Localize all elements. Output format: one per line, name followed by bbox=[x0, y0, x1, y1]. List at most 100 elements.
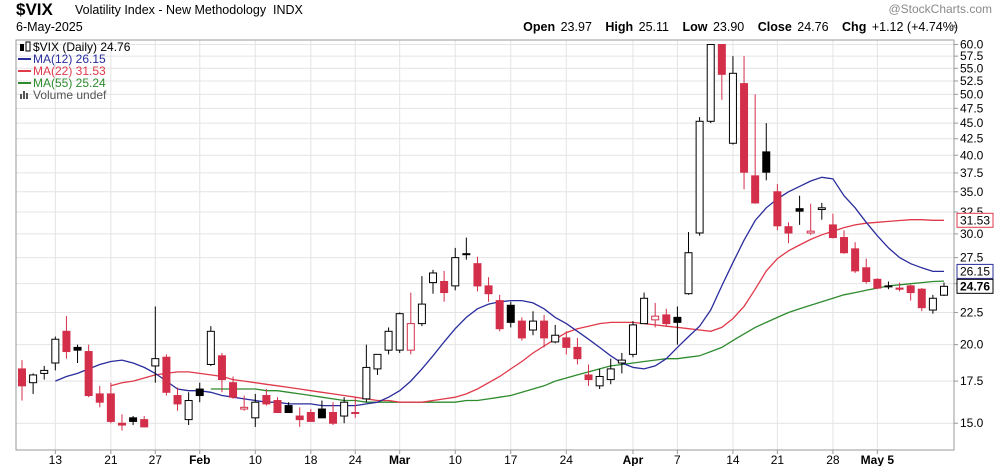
exchange-label: INDX bbox=[273, 3, 303, 17]
y-axis: 15.017.520.022.525.027.530.032.535.037.5… bbox=[954, 38, 984, 430]
chart-header: $VIX Volatility Index - New Methodology … bbox=[0, 0, 1004, 40]
candle bbox=[195, 382, 204, 403]
close-icon[interactable]: ✕ bbox=[949, 22, 959, 33]
candle bbox=[362, 344, 371, 403]
candle bbox=[684, 232, 693, 295]
candle-body bbox=[140, 419, 149, 428]
candle-body bbox=[762, 151, 771, 173]
low-label: Low bbox=[682, 20, 708, 34]
x-tick-label: 27 bbox=[149, 453, 163, 466]
x-tick-label: 24 bbox=[560, 453, 574, 466]
candle-body bbox=[384, 330, 393, 351]
candle-body bbox=[462, 253, 471, 256]
ma22-line bbox=[110, 219, 944, 403]
candle-body bbox=[728, 72, 737, 144]
candle-body bbox=[451, 257, 460, 287]
candle-body bbox=[406, 323, 415, 351]
candle-body bbox=[784, 226, 793, 234]
candle-body bbox=[29, 374, 38, 384]
candle-body bbox=[495, 300, 504, 330]
candle bbox=[928, 294, 937, 314]
candle-body bbox=[840, 237, 849, 254]
candle bbox=[117, 414, 126, 431]
x-tick-label: 14 bbox=[726, 453, 740, 466]
y-tick-label: 37.5 bbox=[960, 166, 984, 180]
candle bbox=[606, 358, 615, 385]
legend-label: $VIX (Daily) 24.76 bbox=[33, 40, 131, 54]
x-tick-label: 21 bbox=[104, 453, 118, 466]
candle bbox=[351, 397, 360, 418]
candle bbox=[806, 203, 815, 235]
candle-body bbox=[284, 405, 293, 414]
candle bbox=[828, 213, 837, 239]
candle bbox=[229, 376, 238, 399]
candle bbox=[306, 409, 315, 422]
candle-body bbox=[751, 175, 760, 204]
candle-body bbox=[684, 252, 693, 295]
legend-label: Volume undef bbox=[33, 88, 107, 102]
candle bbox=[484, 277, 493, 302]
candle bbox=[562, 331, 571, 355]
candle bbox=[751, 94, 760, 204]
ma55-series bbox=[210, 280, 945, 403]
ticker-symbol: $VIX bbox=[16, 0, 53, 19]
plot-frame bbox=[15, 39, 955, 451]
candle-body bbox=[51, 338, 60, 364]
candle-body bbox=[673, 316, 682, 323]
candle-body bbox=[817, 207, 826, 210]
y-tick-label: 50.0 bbox=[960, 87, 984, 101]
volume-bars-icon-part bbox=[23, 91, 25, 99]
candle bbox=[728, 56, 737, 145]
candle-body bbox=[706, 44, 715, 122]
candle-body bbox=[528, 320, 537, 331]
candle bbox=[551, 324, 560, 344]
watermark: @StockCharts.com bbox=[888, 2, 992, 16]
candle-body bbox=[517, 320, 526, 339]
candle-body bbox=[540, 320, 549, 339]
candle-body bbox=[417, 303, 426, 325]
y-tick-label: 22.5 bbox=[960, 305, 984, 319]
candle-body bbox=[440, 281, 449, 294]
candle bbox=[495, 294, 504, 332]
x-tick-label: Feb bbox=[189, 453, 210, 466]
candle bbox=[129, 416, 138, 426]
candle bbox=[284, 402, 293, 414]
candle bbox=[706, 44, 715, 124]
ma22-series bbox=[110, 219, 944, 403]
candle bbox=[62, 316, 71, 359]
candle bbox=[862, 258, 871, 284]
candle bbox=[673, 306, 682, 345]
candle-body bbox=[828, 224, 837, 239]
candle-body bbox=[928, 297, 937, 311]
candle bbox=[640, 292, 649, 325]
candle bbox=[884, 281, 893, 290]
y-tick-label: 60.0 bbox=[960, 38, 984, 52]
y-tick-label: 35.0 bbox=[960, 185, 984, 199]
candle bbox=[417, 276, 426, 327]
candle-body bbox=[873, 278, 882, 289]
candle bbox=[595, 368, 604, 390]
candle-body bbox=[506, 304, 515, 323]
y-tick-label: 20.0 bbox=[960, 338, 984, 352]
candle-body bbox=[695, 120, 704, 234]
candle bbox=[18, 360, 26, 401]
candle-body bbox=[240, 406, 249, 410]
ticker-name: Volatility Index - New Methodology bbox=[75, 3, 267, 17]
candle-body bbox=[273, 400, 282, 414]
candle bbox=[251, 393, 260, 427]
candle-body bbox=[306, 412, 315, 422]
candle bbox=[406, 292, 415, 355]
candle bbox=[384, 327, 393, 355]
close-label: Close bbox=[757, 20, 792, 34]
candle-body bbox=[662, 314, 671, 325]
candle-body bbox=[295, 415, 304, 421]
axis-badge-label: 24.76 bbox=[960, 279, 990, 293]
candle-body bbox=[628, 324, 637, 355]
candle bbox=[506, 301, 515, 328]
volume-bars-icon-part bbox=[26, 93, 28, 99]
x-tick-label: May 5 bbox=[861, 453, 895, 466]
candle-body bbox=[40, 369, 49, 374]
candle bbox=[262, 389, 271, 406]
